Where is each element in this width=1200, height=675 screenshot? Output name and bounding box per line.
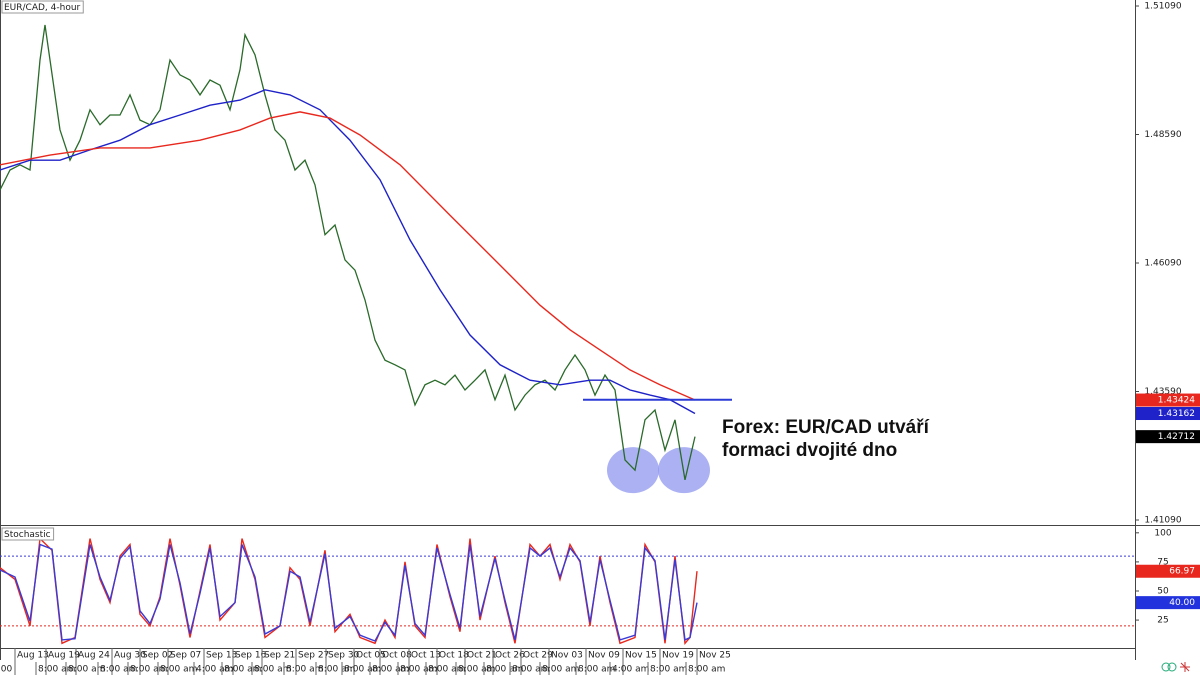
x-tick-label: 8:00 am bbox=[372, 665, 409, 675]
series-line bbox=[0, 89, 696, 415]
x-tick-label: Oct 05 bbox=[356, 651, 386, 661]
x-tick-label: 8:00 am bbox=[542, 665, 579, 675]
y-tick-label: 1.41090 bbox=[1144, 516, 1181, 526]
price-tag-label: 1.43424 bbox=[1158, 396, 1195, 406]
x-tick-label: 8:00 am bbox=[344, 665, 381, 675]
x-tick-label: Sep 21 bbox=[264, 651, 295, 661]
x-tick-label: 8:00 am bbox=[254, 665, 291, 675]
annotation: formaci dvojité dno bbox=[722, 440, 897, 461]
x-tick-label: 8:00 am bbox=[512, 665, 549, 675]
x-tick-label: Nov 09 bbox=[588, 651, 620, 661]
x-tick-label: Sep 13 bbox=[206, 651, 237, 661]
x-tick-label: Oct 18 bbox=[439, 651, 469, 661]
x-tick-label: Oct 29 bbox=[523, 651, 553, 661]
y-tick-label: 1.46090 bbox=[1144, 259, 1181, 269]
x-tick-label: Nov 19 bbox=[662, 651, 694, 661]
x-tick-label: 4:00 am bbox=[612, 665, 649, 675]
x-tick-label: Sep 07 bbox=[170, 651, 201, 661]
price-tag-label: 40.00 bbox=[1169, 598, 1195, 608]
x-tick-label: Nov 15 bbox=[625, 651, 657, 661]
x-tick-label: 8:00 am bbox=[160, 665, 197, 675]
price-tag bbox=[1136, 407, 1200, 421]
x-tick-label: 8:00 am bbox=[68, 665, 105, 675]
x-tick-label: Nov 25 bbox=[699, 651, 731, 661]
series-line bbox=[0, 543, 698, 642]
icon[interactable] bbox=[1161, 662, 1171, 672]
y-tick-label: 50 bbox=[1157, 586, 1169, 596]
price-tag bbox=[1136, 430, 1200, 444]
highlight-circle bbox=[607, 447, 659, 494]
x-tick-label: Sep 27 bbox=[298, 651, 329, 661]
y-tick-label: 25 bbox=[1157, 616, 1168, 626]
pane-title-box bbox=[1, 527, 55, 541]
x-tick-label: Nov 03 bbox=[551, 651, 583, 661]
x-tick-label: 4:00 bbox=[0, 665, 12, 675]
x-tick-label: Oct 08 bbox=[382, 651, 412, 661]
icon[interactable] bbox=[1180, 662, 1190, 672]
annotation: Forex: EUR/CAD utváří bbox=[722, 417, 930, 438]
price-tag bbox=[1136, 596, 1200, 610]
x-tick-label: 8:00 am bbox=[286, 665, 323, 675]
y-tick-label: 1.51090 bbox=[1144, 2, 1181, 12]
series-line bbox=[0, 24, 696, 481]
x-tick-label: 8:00 am bbox=[578, 665, 615, 675]
x-tick-label: Aug 19 bbox=[48, 651, 80, 661]
x-tick-label: 8:00 am bbox=[428, 665, 465, 675]
x-tick-label: Aug 13 bbox=[17, 651, 49, 661]
x-tick-label: Oct 26 bbox=[495, 651, 525, 661]
y-tick-label: 1.48590 bbox=[1144, 130, 1181, 140]
x-tick-label: 8:00 am bbox=[318, 665, 355, 675]
toolbar-icons[interactable] bbox=[1161, 662, 1190, 672]
y-tick-label: 75 bbox=[1157, 557, 1168, 567]
x-tick-label: 8:00 am bbox=[688, 665, 725, 675]
y-tick-label: 100 bbox=[1154, 528, 1171, 538]
price-tag bbox=[1136, 393, 1200, 407]
x-tick-label: Oct 21 bbox=[467, 651, 497, 661]
x-tick-label: Aug 30 bbox=[114, 651, 146, 661]
x-tick-label: 8:00 am bbox=[224, 665, 261, 675]
price-tag bbox=[1136, 564, 1200, 578]
x-tick-label: Sep 16 bbox=[235, 651, 267, 661]
x-tick-label: Aug 24 bbox=[78, 651, 110, 661]
x-tick-label: 8:00 am bbox=[400, 665, 437, 675]
x-tick-label: 8:00 am bbox=[486, 665, 523, 675]
pane-title: Stochastic bbox=[4, 530, 51, 540]
pane-title-box bbox=[1, 0, 84, 14]
x-tick-label: 8:00 am bbox=[130, 665, 167, 675]
x-tick-label: 8:00 am bbox=[650, 665, 687, 675]
y-tick-label: 1.43590 bbox=[1144, 387, 1181, 397]
pane-title: EUR/CAD, 4-hour bbox=[4, 3, 81, 13]
x-tick-label: 4:00 am bbox=[196, 665, 233, 675]
x-tick-label: Sep 02 bbox=[142, 651, 173, 661]
x-tick-label: 8:00 am bbox=[100, 665, 137, 675]
x-tick-label: Sep 30 bbox=[328, 651, 360, 661]
icon[interactable] bbox=[1167, 662, 1177, 672]
price-tag-label: 66.97 bbox=[1169, 567, 1195, 577]
x-tick-label: Oct 13 bbox=[411, 651, 441, 661]
series-line bbox=[0, 111, 696, 401]
price-tag-label: 1.43162 bbox=[1158, 409, 1195, 419]
price-tag-label: 1.42712 bbox=[1158, 432, 1195, 442]
x-tick-label: 8:00 am bbox=[458, 665, 495, 675]
x-tick-label: 8:00 am bbox=[38, 665, 75, 675]
